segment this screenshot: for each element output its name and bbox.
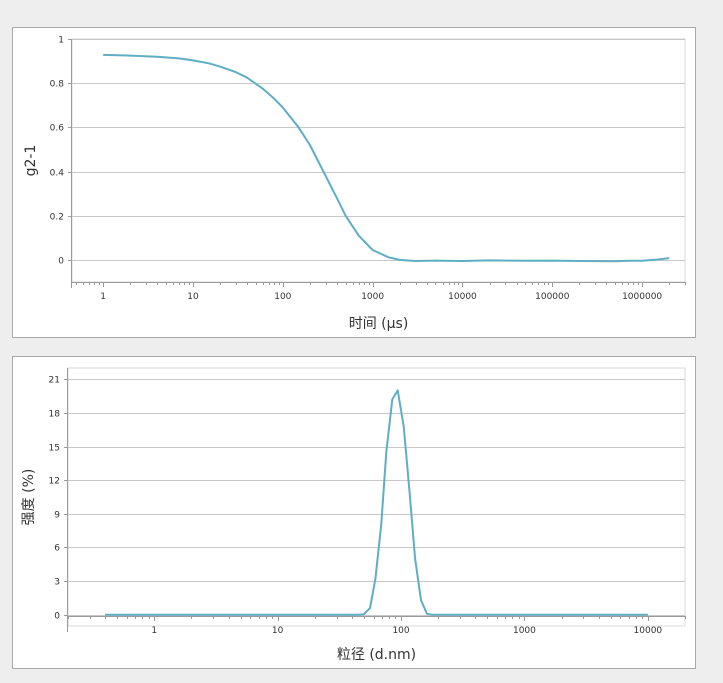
x-tick-label: 1 — [100, 292, 106, 302]
y-tick-label: 0.4 — [50, 169, 65, 179]
y-axis-title: 强度 (%) — [21, 469, 37, 526]
x-tick-label: 10000 — [448, 292, 477, 302]
x-axis-title: 时间 (μs) — [349, 316, 409, 332]
y-tick-label: 3 — [54, 578, 60, 588]
x-tick-label: 1000000 — [622, 292, 662, 302]
y-tick-label: 18 — [49, 410, 61, 420]
x-tick-label: 100 — [392, 626, 409, 636]
x-tick-label: 10 — [187, 292, 199, 302]
x-tick-label: 1000 — [513, 626, 536, 636]
y-tick-label: 9 — [54, 511, 60, 521]
y-tick-label: 0.6 — [50, 124, 65, 134]
autocorrelation-chart: 0 0.2 0.4 0.6 0.8 1 1 10 100 1000 10000 100000 10000… — [23, 36, 686, 332]
x-tick-label: 1 — [151, 626, 157, 636]
x-axis-title: 粒径 (d.nm) — [337, 647, 416, 663]
y-axis-title: g2-1 — [23, 145, 39, 177]
x-tick-label: 10 — [272, 626, 284, 636]
x-tick-label: 100 — [274, 292, 291, 302]
autocorrelation-chart-panel: 0 0.2 0.4 0.6 0.8 1 1 10 100 1000 10000 100000 10000… — [12, 27, 696, 338]
size-distribution-chart: 0 3 6 9 12 15 18 21 1 10 100 1000 10000 粒径 (d.nm) 强度 (… — [21, 367, 686, 663]
x-tick-label: 1000 — [361, 292, 384, 302]
y-tick-label: 6 — [54, 544, 60, 554]
y-tick-label: 1 — [58, 36, 64, 46]
y-tick-label: 0 — [54, 612, 60, 622]
x-tick-label: 100000 — [535, 292, 570, 302]
series-line — [105, 389, 648, 616]
y-tick-label: 21 — [49, 376, 60, 386]
series-line — [103, 53, 670, 263]
size-distribution-chart-panel: 0 3 6 9 12 15 18 21 1 10 100 1000 10000 粒径 (d.nm) 强度 (… — [12, 356, 696, 669]
y-tick-label: 0.2 — [50, 213, 64, 223]
plot-area — [67, 367, 686, 627]
x-tick-label: 10000 — [634, 626, 663, 636]
y-tick-label: 0.8 — [50, 80, 65, 90]
y-tick-label: 0 — [58, 257, 64, 267]
y-tick-label: 15 — [49, 444, 60, 454]
plot-area — [71, 38, 686, 283]
y-tick-label: 12 — [49, 477, 60, 487]
